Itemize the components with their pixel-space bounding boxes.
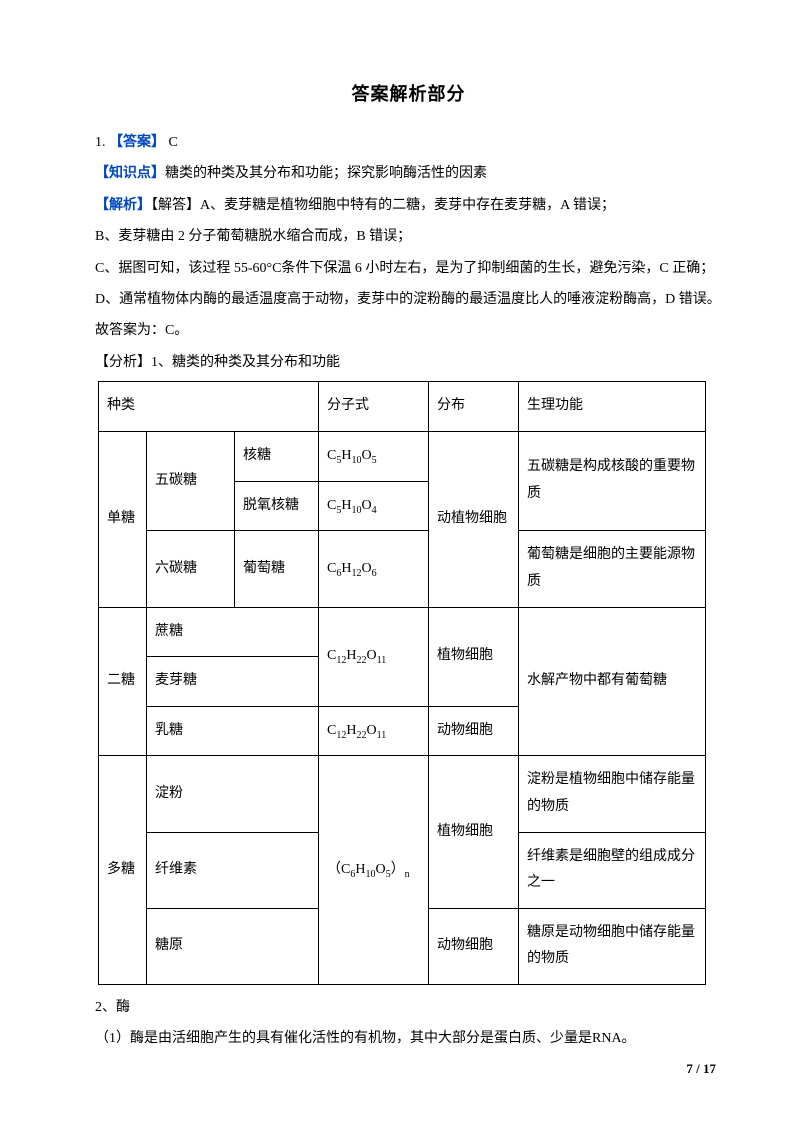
analysis-label: 【分析】 [95,355,151,370]
formula-poly: （C6H10O5）n [319,756,429,985]
analysis-intro: 【分析】1、糖类的种类及其分布和功能 [95,348,722,377]
kp-text: 糖类的种类及其分布和功能；探究影响酶活性的因素 [165,166,487,181]
glucose: 葡萄糖 [235,531,319,607]
answer-label: 【答案】 [109,135,165,150]
header-dist: 分布 [429,382,519,432]
page-total: 17 [703,1061,716,1076]
cat-mono: 单糖 [99,431,147,607]
sucrose: 蔗糖 [147,607,319,657]
page-sep: / [693,1061,703,1076]
func-glucose: 葡萄糖是细胞的主要能源物质 [519,531,706,607]
maltose: 麦芽糖 [147,657,319,707]
deoxyribose: 脱氧核糖 [235,481,319,531]
table-row: 单糖 五碳糖 核糖 C5H10O5 动植物细胞 五碳糖是构成核酸的重要物质 [99,431,706,481]
dist-poly-plant: 植物细胞 [429,756,519,908]
cellulose: 纤维素 [147,832,319,908]
dist-di-animal: 动物细胞 [429,706,519,756]
table-row: 种类 分子式 分布 生理功能 [99,382,706,432]
explain-line-a: 【解析】【解答】A、麦芽糖是植物细胞中特有的二糖，麦芽中存在麦芽糖，A 错误； [95,191,722,220]
knowledge-point-line: 【知识点】糖类的种类及其分布和功能；探究影响酶活性的因素 [95,159,722,188]
func-starch: 淀粉是植物细胞中储存能量的物质 [519,756,706,832]
page-title: 答案解析部分 [95,80,722,106]
starch: 淀粉 [147,756,319,832]
header-func: 生理功能 [519,382,706,432]
jx-label: 【解析】 [95,198,151,213]
formula-ribose: C5H10O5 [319,431,429,481]
lactose: 乳糖 [147,706,319,756]
dist-poly-animal: 动物细胞 [429,908,519,984]
hexose: 六碳糖 [147,531,235,607]
table-row: 二糖 蔗糖 C12H22O11 植物细胞 水解产物中都有葡萄糖 [99,607,706,657]
header-formula: 分子式 [319,382,429,432]
sugar-table: 种类 分子式 分布 生理功能 单糖 五碳糖 核糖 C5H10O5 动植物细胞 五… [98,381,706,985]
glycogen: 糖原 [147,908,319,984]
kp-label: 【知识点】 [95,166,165,181]
option-a: A、麦芽糖是植物细胞中特有的二糖，麦芽中存在麦芽糖，A 错误； [200,198,615,213]
dist-mono: 动植物细胞 [429,431,519,607]
page-number: 7 / 17 [686,1061,716,1077]
conclusion: 故答案为：C。 [95,316,722,345]
jx-label2: 【解答】 [151,198,200,213]
question-number: 1. [95,135,106,150]
option-b: B、麦芽糖由 2 分子葡萄糖脱水缩合而成，B 错误； [95,222,722,251]
formula-di2: C12H22O11 [319,706,429,756]
option-c: C、据图可知，该过程 55-60°C条件下保温 6 小时左右，是为了抑制细菌的生… [95,254,722,283]
func-di: 水解产物中都有葡萄糖 [519,607,706,756]
answer-line: 1. 【答案】 C [95,128,722,157]
func-glycogen: 糖原是动物细胞中储存能量的物质 [519,908,706,984]
table-row: 六碳糖 葡萄糖 C6H12O6 葡萄糖是细胞的主要能源物质 [99,531,706,607]
formula-glucose: C6H12O6 [319,531,429,607]
cat-poly: 多糖 [99,756,147,985]
dist-di-plant: 植物细胞 [429,607,519,706]
answer-value: C [169,135,178,150]
analysis-intro-text: 1、糖类的种类及其分布和功能 [151,355,340,370]
cat-di: 二糖 [99,607,147,756]
pentose: 五碳糖 [147,431,235,531]
section-2: 2、酶 [95,993,722,1022]
table-row: 多糖 淀粉 （C6H10O5）n 植物细胞 淀粉是植物细胞中储存能量的物质 [99,756,706,832]
formula-di1: C12H22O11 [319,607,429,706]
header-type: 种类 [99,382,319,432]
ribose: 核糖 [235,431,319,481]
enzyme-line: （1）酶是由活细胞产生的具有催化活性的有机物，其中大部分是蛋白质、少量是RNA。 [95,1024,722,1053]
func-cellulose: 纤维素是细胞壁的组成成分之一 [519,832,706,908]
func-pentose: 五碳糖是构成核酸的重要物质 [519,431,706,531]
option-d: D、通常植物体内酶的最适温度高于动物，麦芽中的淀粉酶的最适温度比人的唾液淀粉酶高… [95,285,722,314]
formula-deoxy: C5H10O4 [319,481,429,531]
